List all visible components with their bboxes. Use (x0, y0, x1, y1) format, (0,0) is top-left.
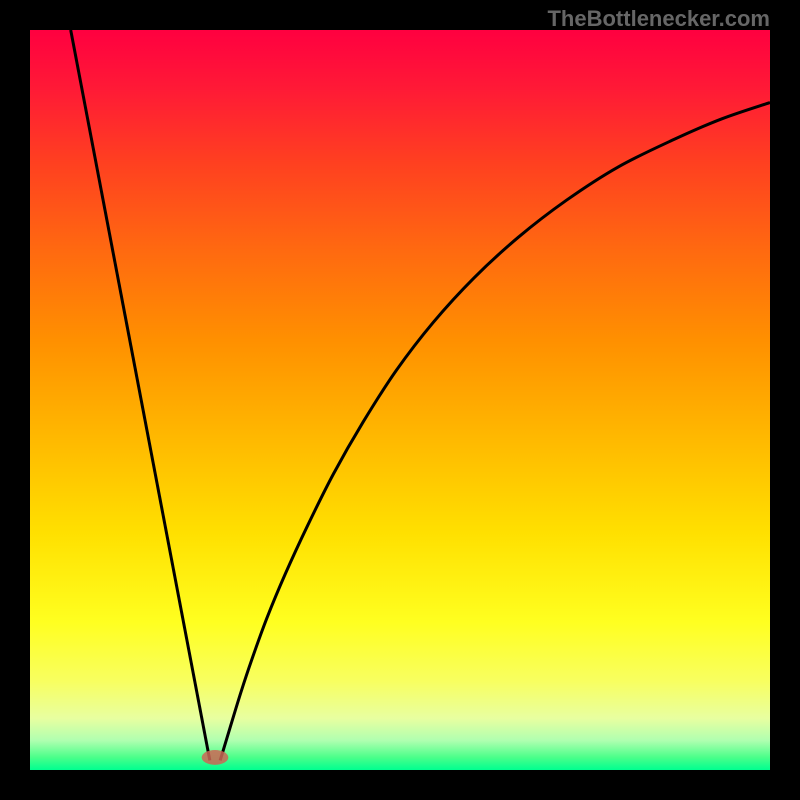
minimum-marker (202, 750, 229, 765)
plot-area (30, 30, 770, 770)
curve-left-segment (71, 30, 210, 760)
curve-right-segment (220, 103, 770, 761)
bottleneck-curve (30, 30, 770, 770)
chart-container: TheBottlenecker.com (0, 0, 800, 800)
watermark-text: TheBottlenecker.com (547, 6, 770, 32)
